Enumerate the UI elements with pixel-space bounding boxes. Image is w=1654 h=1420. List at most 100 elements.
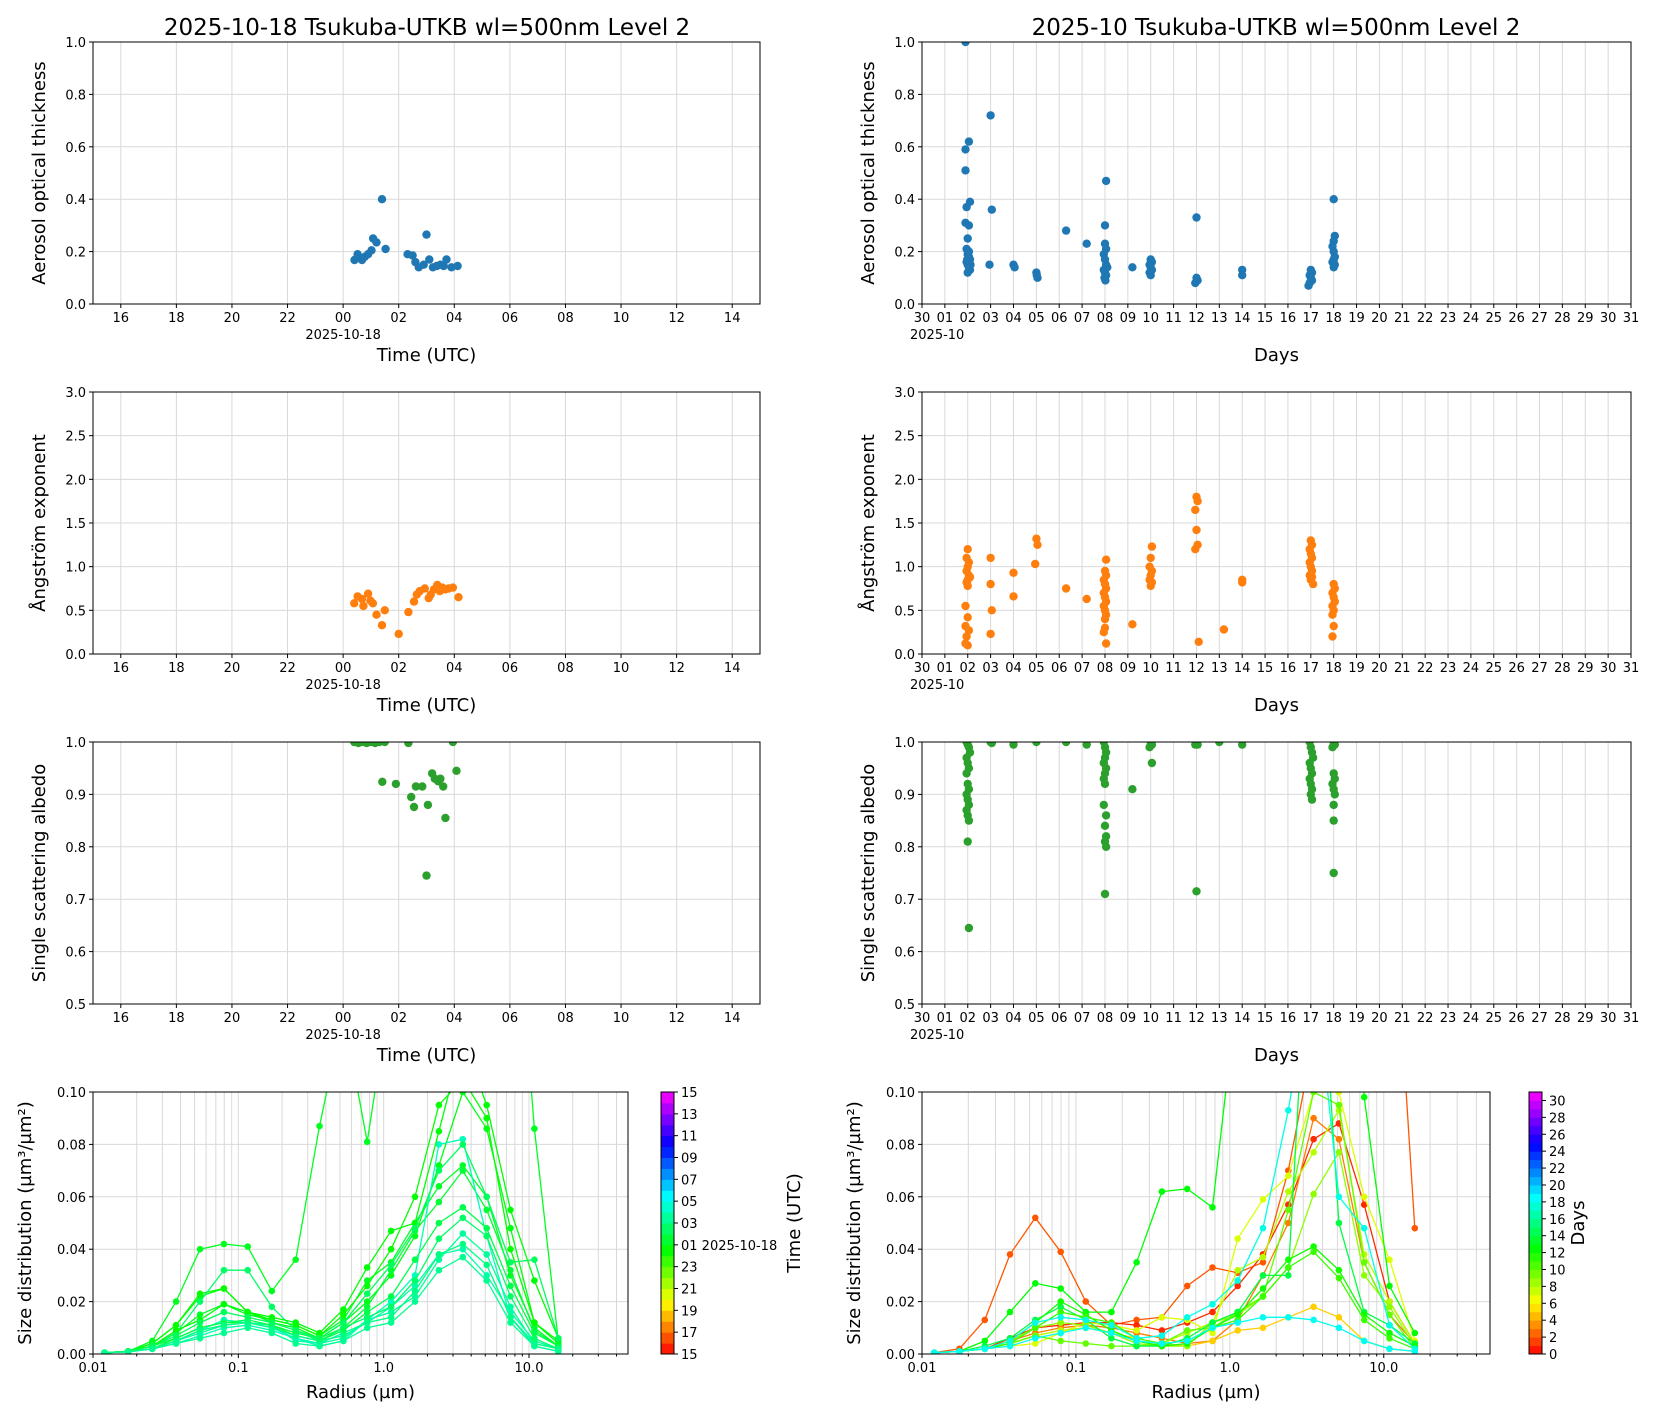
colorbar-segment [1529, 1252, 1542, 1262]
data-point [1082, 239, 1091, 248]
x-tick-label: 18 [168, 1011, 185, 1026]
series-point [507, 1259, 514, 1266]
colorbar-tick-label: 21 [681, 1283, 698, 1298]
series-point [1234, 1311, 1241, 1318]
colorbar-tick-label: 26 [1549, 1128, 1566, 1143]
data-point [1101, 276, 1110, 285]
size-distribution-series [101, 1135, 562, 1354]
x-tick-label: 04 [1005, 661, 1022, 676]
series-point [1360, 1193, 1368, 1201]
data-point [1100, 221, 1110, 230]
series-point [1209, 1308, 1216, 1316]
x-tick-label: 21 [1394, 1011, 1411, 1026]
series-point [459, 1253, 467, 1261]
series-point [268, 1287, 276, 1295]
data-point [1061, 742, 1071, 747]
x-tick-label: 30 [914, 661, 931, 676]
y-axis-label: Size distribution (µm³/µm²) [15, 1101, 36, 1344]
data-point [1238, 742, 1247, 749]
data-point [441, 813, 450, 823]
series-point [220, 1329, 228, 1337]
series-point [1310, 1248, 1317, 1256]
data-point [1328, 743, 1337, 752]
data-point [1061, 584, 1071, 593]
y-tick-label: 0.04 [57, 1243, 86, 1258]
series-point [220, 1240, 228, 1248]
data-point [963, 234, 972, 243]
data-point [423, 800, 433, 810]
data-point [377, 621, 387, 630]
series-point [387, 1314, 395, 1321]
series-point [1310, 1243, 1317, 1250]
series-point [1335, 1324, 1343, 1332]
colorbar-segment [1529, 1092, 1542, 1101]
data-point [439, 782, 448, 791]
data-point [420, 584, 429, 593]
series-point [1285, 1314, 1292, 1321]
series-point [1259, 1324, 1267, 1332]
series-point [435, 1101, 443, 1109]
series-point [387, 1298, 395, 1305]
data-point [963, 613, 972, 622]
colorbar-segment [1529, 1286, 1542, 1296]
x-tick-label: 26 [1508, 311, 1525, 326]
x-tick-label: 27 [1531, 661, 1548, 676]
y-tick-label: 0.8 [894, 88, 915, 103]
series-point [1133, 1321, 1140, 1329]
colorbar-tick-label: 23 [681, 1261, 698, 1276]
data-point [1328, 632, 1337, 641]
series-point [435, 1235, 443, 1242]
data-point [454, 593, 463, 602]
data-point [404, 607, 413, 617]
colorbar-segment [1529, 1125, 1542, 1135]
series-point [531, 1125, 538, 1132]
x-tick-label: 18 [1325, 1011, 1342, 1026]
x-tick-label: 0.1 [1066, 1361, 1087, 1376]
series-point [1259, 1285, 1267, 1292]
size-distribution-series [930, 1092, 1419, 1354]
series-point [1361, 958, 1368, 965]
size-distribution-series [930, 1092, 1419, 1354]
series-point [244, 1314, 251, 1321]
series-point [1209, 1324, 1216, 1332]
series-point [555, 1348, 562, 1354]
x-tick-label: 15 [1257, 661, 1274, 676]
data-marks [350, 742, 461, 880]
colorbar-segment [661, 1157, 674, 1169]
title-left: 2025-10-18 Tsukuba-UTKB wl=500nm Level 2 [164, 15, 690, 41]
axes-frame [921, 41, 1632, 305]
y-tick-label: 0.06 [886, 1191, 915, 1206]
data-point [453, 261, 462, 271]
data-point [418, 782, 427, 791]
series-point [363, 1282, 371, 1290]
colorbar-tick-label: 11 [681, 1130, 698, 1145]
series-point [244, 1266, 251, 1274]
x-axis-label: Days [1254, 695, 1299, 716]
x-tick-label: 22 [279, 1011, 296, 1026]
series-point [387, 1293, 395, 1300]
data-point [1009, 592, 1018, 601]
series-point [244, 1324, 251, 1332]
series-point [1032, 1335, 1039, 1342]
x-tick-label: 12 [1188, 661, 1205, 676]
series-point [1386, 1256, 1393, 1263]
data-point [1009, 742, 1018, 749]
series-point [483, 1251, 491, 1258]
series-line [934, 1092, 1416, 1354]
x-axis-date-label: 2025-10-18 [305, 678, 381, 693]
series-point [268, 1329, 276, 1337]
x-tick-label: 16 [1280, 661, 1297, 676]
data-point [1033, 540, 1042, 549]
series-point [459, 1092, 467, 1096]
data-point [987, 205, 996, 214]
series-line [104, 1092, 559, 1354]
series-point [1082, 1340, 1090, 1347]
data-point [1329, 868, 1338, 878]
series-point [1310, 1036, 1317, 1043]
y-tick-label: 1.5 [894, 517, 915, 532]
series-point [1158, 1188, 1166, 1195]
series-point [435, 1183, 443, 1190]
series-point [507, 1224, 514, 1232]
colorbar-tick-label: 16 [1549, 1213, 1566, 1228]
data-point [1128, 620, 1137, 629]
